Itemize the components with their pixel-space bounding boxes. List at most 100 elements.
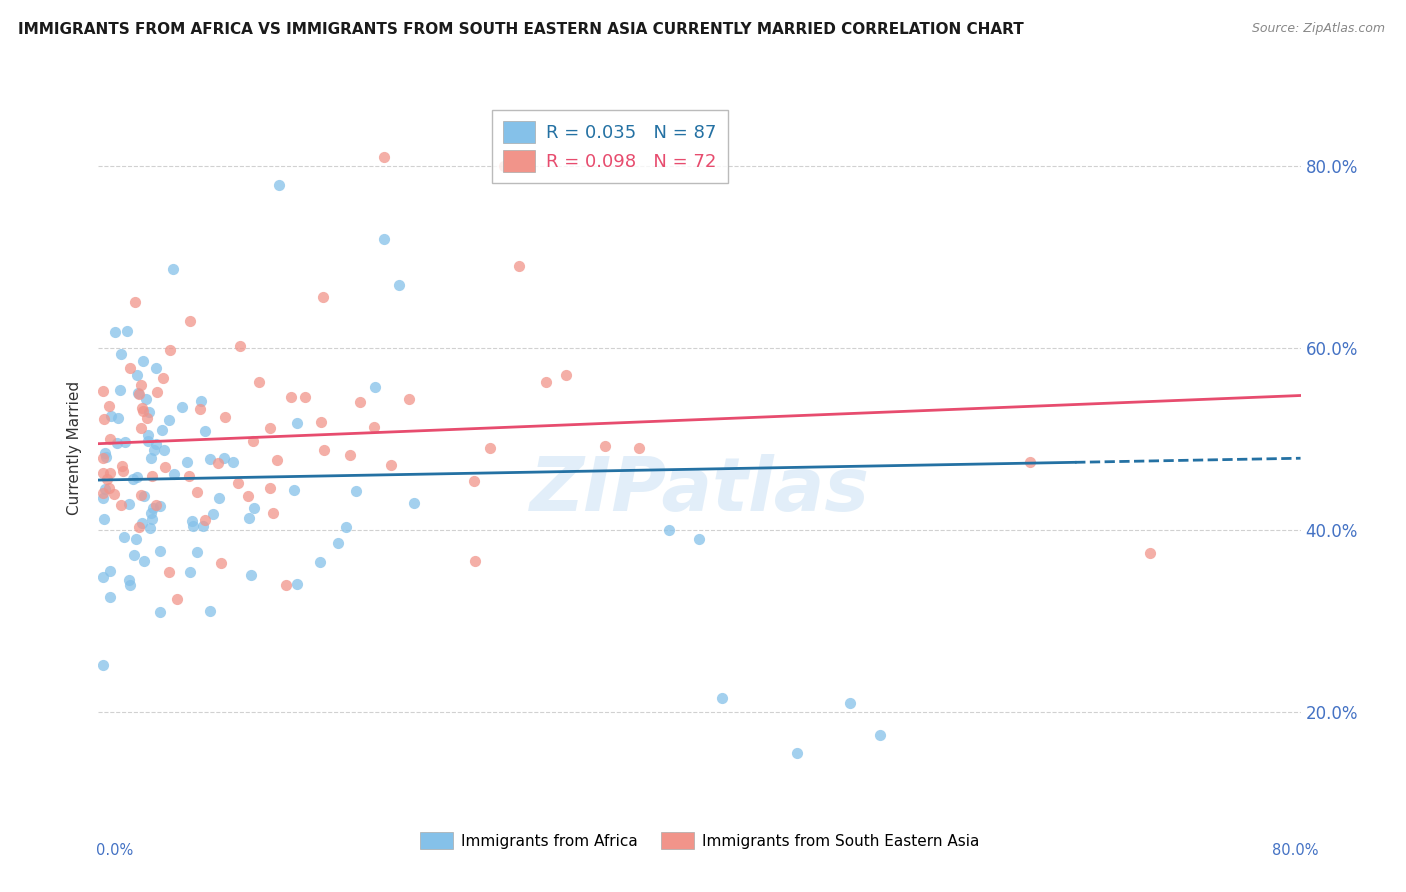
Point bbox=[200, 604, 222, 618]
Point bbox=[157, 565, 180, 579]
Point bbox=[129, 487, 152, 501]
Point bbox=[179, 314, 201, 328]
Point bbox=[364, 380, 387, 394]
Point bbox=[183, 518, 205, 533]
Point bbox=[111, 458, 134, 473]
Point bbox=[128, 520, 150, 534]
Point bbox=[124, 295, 146, 310]
Point bbox=[135, 392, 157, 406]
Point bbox=[98, 481, 121, 495]
Point bbox=[478, 441, 501, 455]
Point bbox=[262, 506, 284, 520]
Point bbox=[125, 469, 148, 483]
Text: 0.0%: 0.0% bbox=[96, 843, 132, 857]
Point bbox=[274, 578, 297, 592]
Point bbox=[105, 435, 128, 450]
Point bbox=[314, 443, 336, 458]
Point bbox=[141, 506, 163, 520]
Point bbox=[869, 728, 891, 742]
Point bbox=[145, 498, 167, 512]
Point bbox=[266, 452, 288, 467]
Point bbox=[190, 394, 212, 409]
Point bbox=[236, 489, 259, 503]
Point bbox=[242, 434, 264, 449]
Point bbox=[149, 544, 172, 558]
Text: 80.0%: 80.0% bbox=[1272, 843, 1319, 857]
Point bbox=[110, 498, 132, 512]
Point bbox=[202, 507, 225, 521]
Point bbox=[1139, 546, 1161, 560]
Point bbox=[145, 361, 167, 376]
Point bbox=[94, 445, 117, 459]
Point bbox=[91, 485, 114, 500]
Point bbox=[373, 232, 395, 246]
Text: Source: ZipAtlas.com: Source: ZipAtlas.com bbox=[1251, 22, 1385, 36]
Point bbox=[243, 500, 266, 515]
Point bbox=[150, 423, 173, 437]
Point bbox=[328, 536, 350, 550]
Point bbox=[214, 409, 236, 424]
Point bbox=[534, 375, 557, 389]
Point bbox=[149, 499, 172, 513]
Point bbox=[93, 512, 115, 526]
Point bbox=[128, 386, 150, 401]
Point bbox=[141, 469, 163, 483]
Point bbox=[259, 482, 281, 496]
Point bbox=[131, 401, 153, 415]
Point bbox=[294, 390, 316, 404]
Point bbox=[132, 354, 155, 368]
Point bbox=[93, 482, 115, 496]
Point bbox=[145, 437, 167, 451]
Point bbox=[688, 532, 710, 546]
Point bbox=[118, 573, 141, 587]
Point bbox=[98, 590, 121, 604]
Point bbox=[91, 467, 114, 481]
Point bbox=[464, 554, 486, 568]
Point bbox=[91, 450, 114, 465]
Text: IMMIGRANTS FROM AFRICA VS IMMIGRANTS FROM SOUTH EASTERN ASIA CURRENTLY MARRIED C: IMMIGRANTS FROM AFRICA VS IMMIGRANTS FRO… bbox=[18, 22, 1024, 37]
Point bbox=[188, 401, 211, 416]
Point bbox=[138, 405, 160, 419]
Point bbox=[132, 554, 155, 568]
Point bbox=[595, 439, 617, 453]
Point bbox=[508, 260, 530, 274]
Point bbox=[91, 570, 114, 584]
Point bbox=[134, 489, 156, 503]
Point bbox=[181, 514, 204, 528]
Point bbox=[143, 442, 166, 457]
Point bbox=[110, 347, 132, 361]
Point bbox=[118, 497, 141, 511]
Point bbox=[146, 385, 169, 400]
Point bbox=[136, 411, 159, 425]
Point bbox=[207, 456, 229, 470]
Point bbox=[142, 501, 165, 516]
Point bbox=[129, 378, 152, 392]
Point bbox=[132, 404, 155, 418]
Point bbox=[139, 521, 162, 535]
Point bbox=[226, 475, 249, 490]
Point bbox=[115, 325, 138, 339]
Point bbox=[139, 450, 162, 465]
Point bbox=[131, 516, 153, 530]
Point bbox=[153, 459, 176, 474]
Point bbox=[259, 421, 281, 435]
Point bbox=[388, 277, 411, 292]
Point bbox=[98, 466, 121, 480]
Point bbox=[194, 424, 217, 438]
Point bbox=[349, 395, 371, 409]
Point bbox=[1019, 455, 1042, 469]
Point bbox=[118, 578, 141, 592]
Point bbox=[96, 450, 118, 464]
Point bbox=[555, 368, 578, 383]
Point bbox=[398, 392, 420, 407]
Point bbox=[97, 399, 120, 413]
Point bbox=[179, 469, 201, 483]
Point bbox=[373, 150, 395, 164]
Point bbox=[98, 433, 121, 447]
Point bbox=[159, 343, 181, 357]
Point bbox=[627, 442, 650, 456]
Point bbox=[280, 391, 302, 405]
Point bbox=[186, 485, 208, 500]
Point bbox=[335, 520, 357, 534]
Point bbox=[308, 555, 330, 569]
